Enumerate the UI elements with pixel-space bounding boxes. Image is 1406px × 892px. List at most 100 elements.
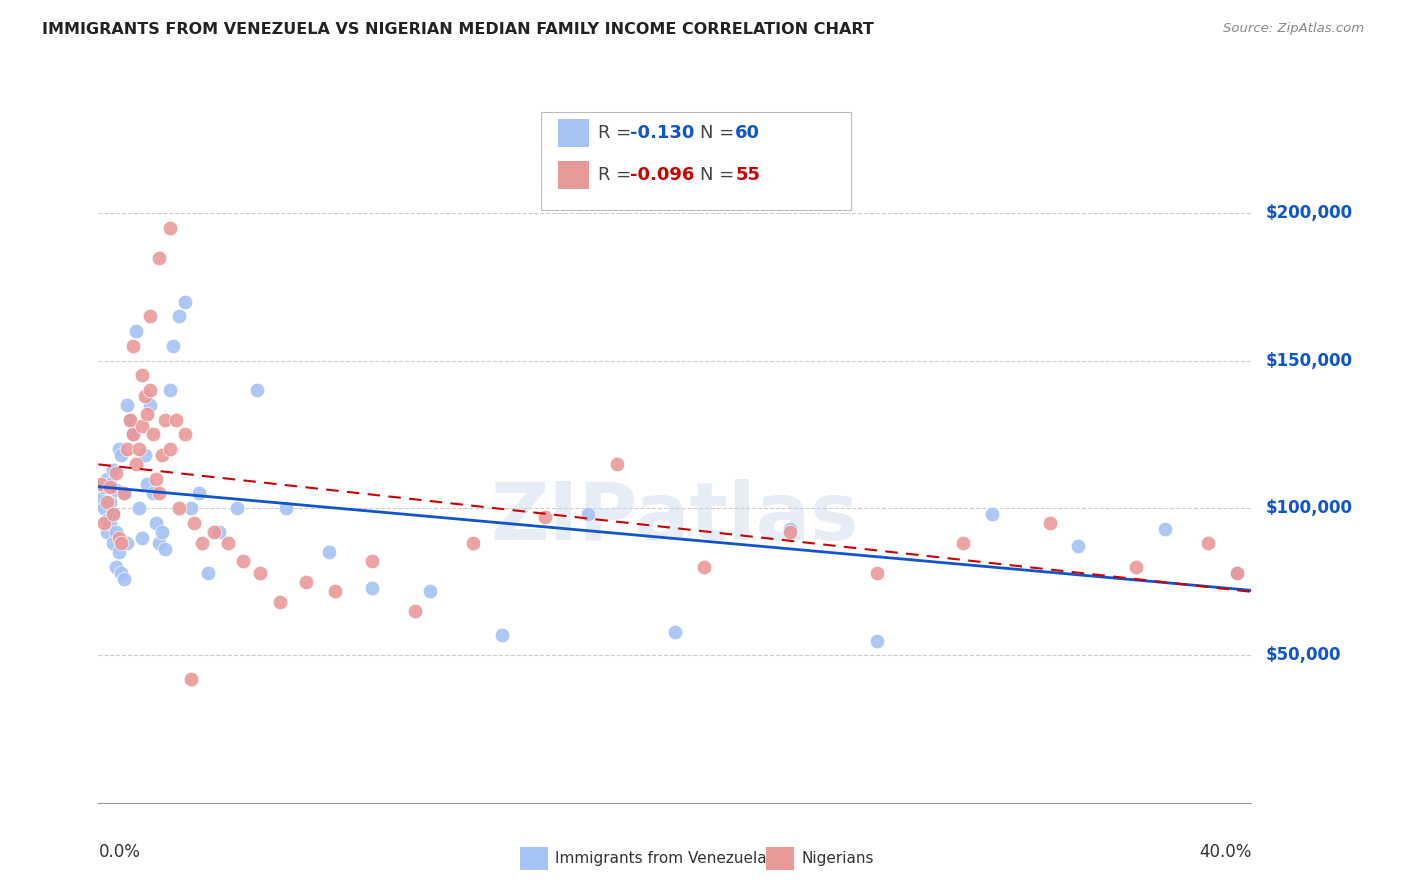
Point <box>112 486 135 500</box>
Point <box>107 531 129 545</box>
Text: 40.0%: 40.0% <box>1199 844 1251 862</box>
Point <box>174 427 197 442</box>
Text: 55: 55 <box>735 166 761 184</box>
Point <box>93 480 115 494</box>
Point <box>101 507 124 521</box>
Point <box>110 566 132 580</box>
Text: 0.0%: 0.0% <box>98 844 141 862</box>
Point <box>90 492 112 507</box>
Point <box>1067 540 1090 554</box>
Point <box>165 412 187 426</box>
Point <box>98 477 121 491</box>
Point <box>323 583 346 598</box>
Point <box>104 483 127 498</box>
Point <box>125 457 148 471</box>
Point <box>866 566 889 580</box>
Point <box>1226 566 1249 580</box>
Point <box>174 294 197 309</box>
Point <box>491 628 513 642</box>
Point <box>107 442 129 456</box>
Text: N =: N = <box>700 124 740 142</box>
Point <box>134 448 156 462</box>
Point <box>122 339 145 353</box>
Point <box>110 536 132 550</box>
Point <box>197 566 219 580</box>
Point <box>93 516 115 530</box>
Point <box>1153 522 1175 536</box>
Point <box>693 560 716 574</box>
Point <box>1197 536 1219 550</box>
Text: R =: R = <box>598 124 637 142</box>
Point <box>180 672 202 686</box>
Point <box>148 536 170 550</box>
Point <box>1038 516 1062 530</box>
Point <box>162 339 184 353</box>
Point <box>90 477 112 491</box>
Point <box>191 536 214 550</box>
Text: IMMIGRANTS FROM VENEZUELA VS NIGERIAN MEDIAN FAMILY INCOME CORRELATION CHART: IMMIGRANTS FROM VENEZUELA VS NIGERIAN ME… <box>42 22 875 37</box>
Text: Immigrants from Venezuela: Immigrants from Venezuela <box>555 851 768 865</box>
Point <box>112 572 135 586</box>
Point <box>148 251 170 265</box>
Point <box>148 486 170 500</box>
Point <box>128 501 150 516</box>
Text: Nigerians: Nigerians <box>801 851 875 865</box>
Point <box>779 524 801 539</box>
Point <box>225 501 247 516</box>
Point <box>167 501 190 516</box>
Point <box>534 509 557 524</box>
Point <box>664 624 686 639</box>
Point <box>606 457 628 471</box>
Point <box>96 524 118 539</box>
Point <box>461 536 484 550</box>
Text: R =: R = <box>598 166 637 184</box>
Point <box>153 412 176 426</box>
Point <box>153 542 176 557</box>
Point <box>139 383 162 397</box>
Point <box>136 407 159 421</box>
Point <box>125 324 148 338</box>
Point <box>117 442 138 456</box>
Point <box>117 398 138 412</box>
Point <box>96 472 118 486</box>
Point <box>180 501 202 516</box>
Point <box>96 513 118 527</box>
Point <box>167 310 190 324</box>
Text: $200,000: $200,000 <box>1265 204 1353 222</box>
Point <box>98 516 121 530</box>
Text: -0.130: -0.130 <box>630 124 695 142</box>
Point <box>145 516 167 530</box>
Point <box>318 545 340 559</box>
Point <box>117 536 138 550</box>
Point <box>110 448 132 462</box>
Point <box>779 522 801 536</box>
Point <box>104 524 127 539</box>
Point <box>145 472 167 486</box>
Point <box>131 531 153 545</box>
Point <box>361 554 384 568</box>
Point <box>101 536 124 550</box>
Point <box>98 480 121 494</box>
Point <box>419 583 441 598</box>
Point <box>952 536 974 550</box>
Text: -0.096: -0.096 <box>630 166 695 184</box>
Text: 60: 60 <box>735 124 761 142</box>
Point <box>131 368 153 383</box>
Point <box>159 383 181 397</box>
Point <box>96 495 118 509</box>
Point <box>93 501 115 516</box>
Point <box>246 383 269 397</box>
Point <box>269 595 291 609</box>
Point <box>405 604 427 618</box>
Point <box>112 486 135 500</box>
Point <box>139 398 162 412</box>
Text: $150,000: $150,000 <box>1265 351 1353 369</box>
Point <box>122 427 145 442</box>
Point <box>90 477 112 491</box>
Point <box>134 389 156 403</box>
Point <box>139 310 162 324</box>
Point <box>142 427 165 442</box>
Text: $50,000: $50,000 <box>1265 647 1341 665</box>
Point <box>128 442 150 456</box>
Point <box>1226 566 1249 580</box>
